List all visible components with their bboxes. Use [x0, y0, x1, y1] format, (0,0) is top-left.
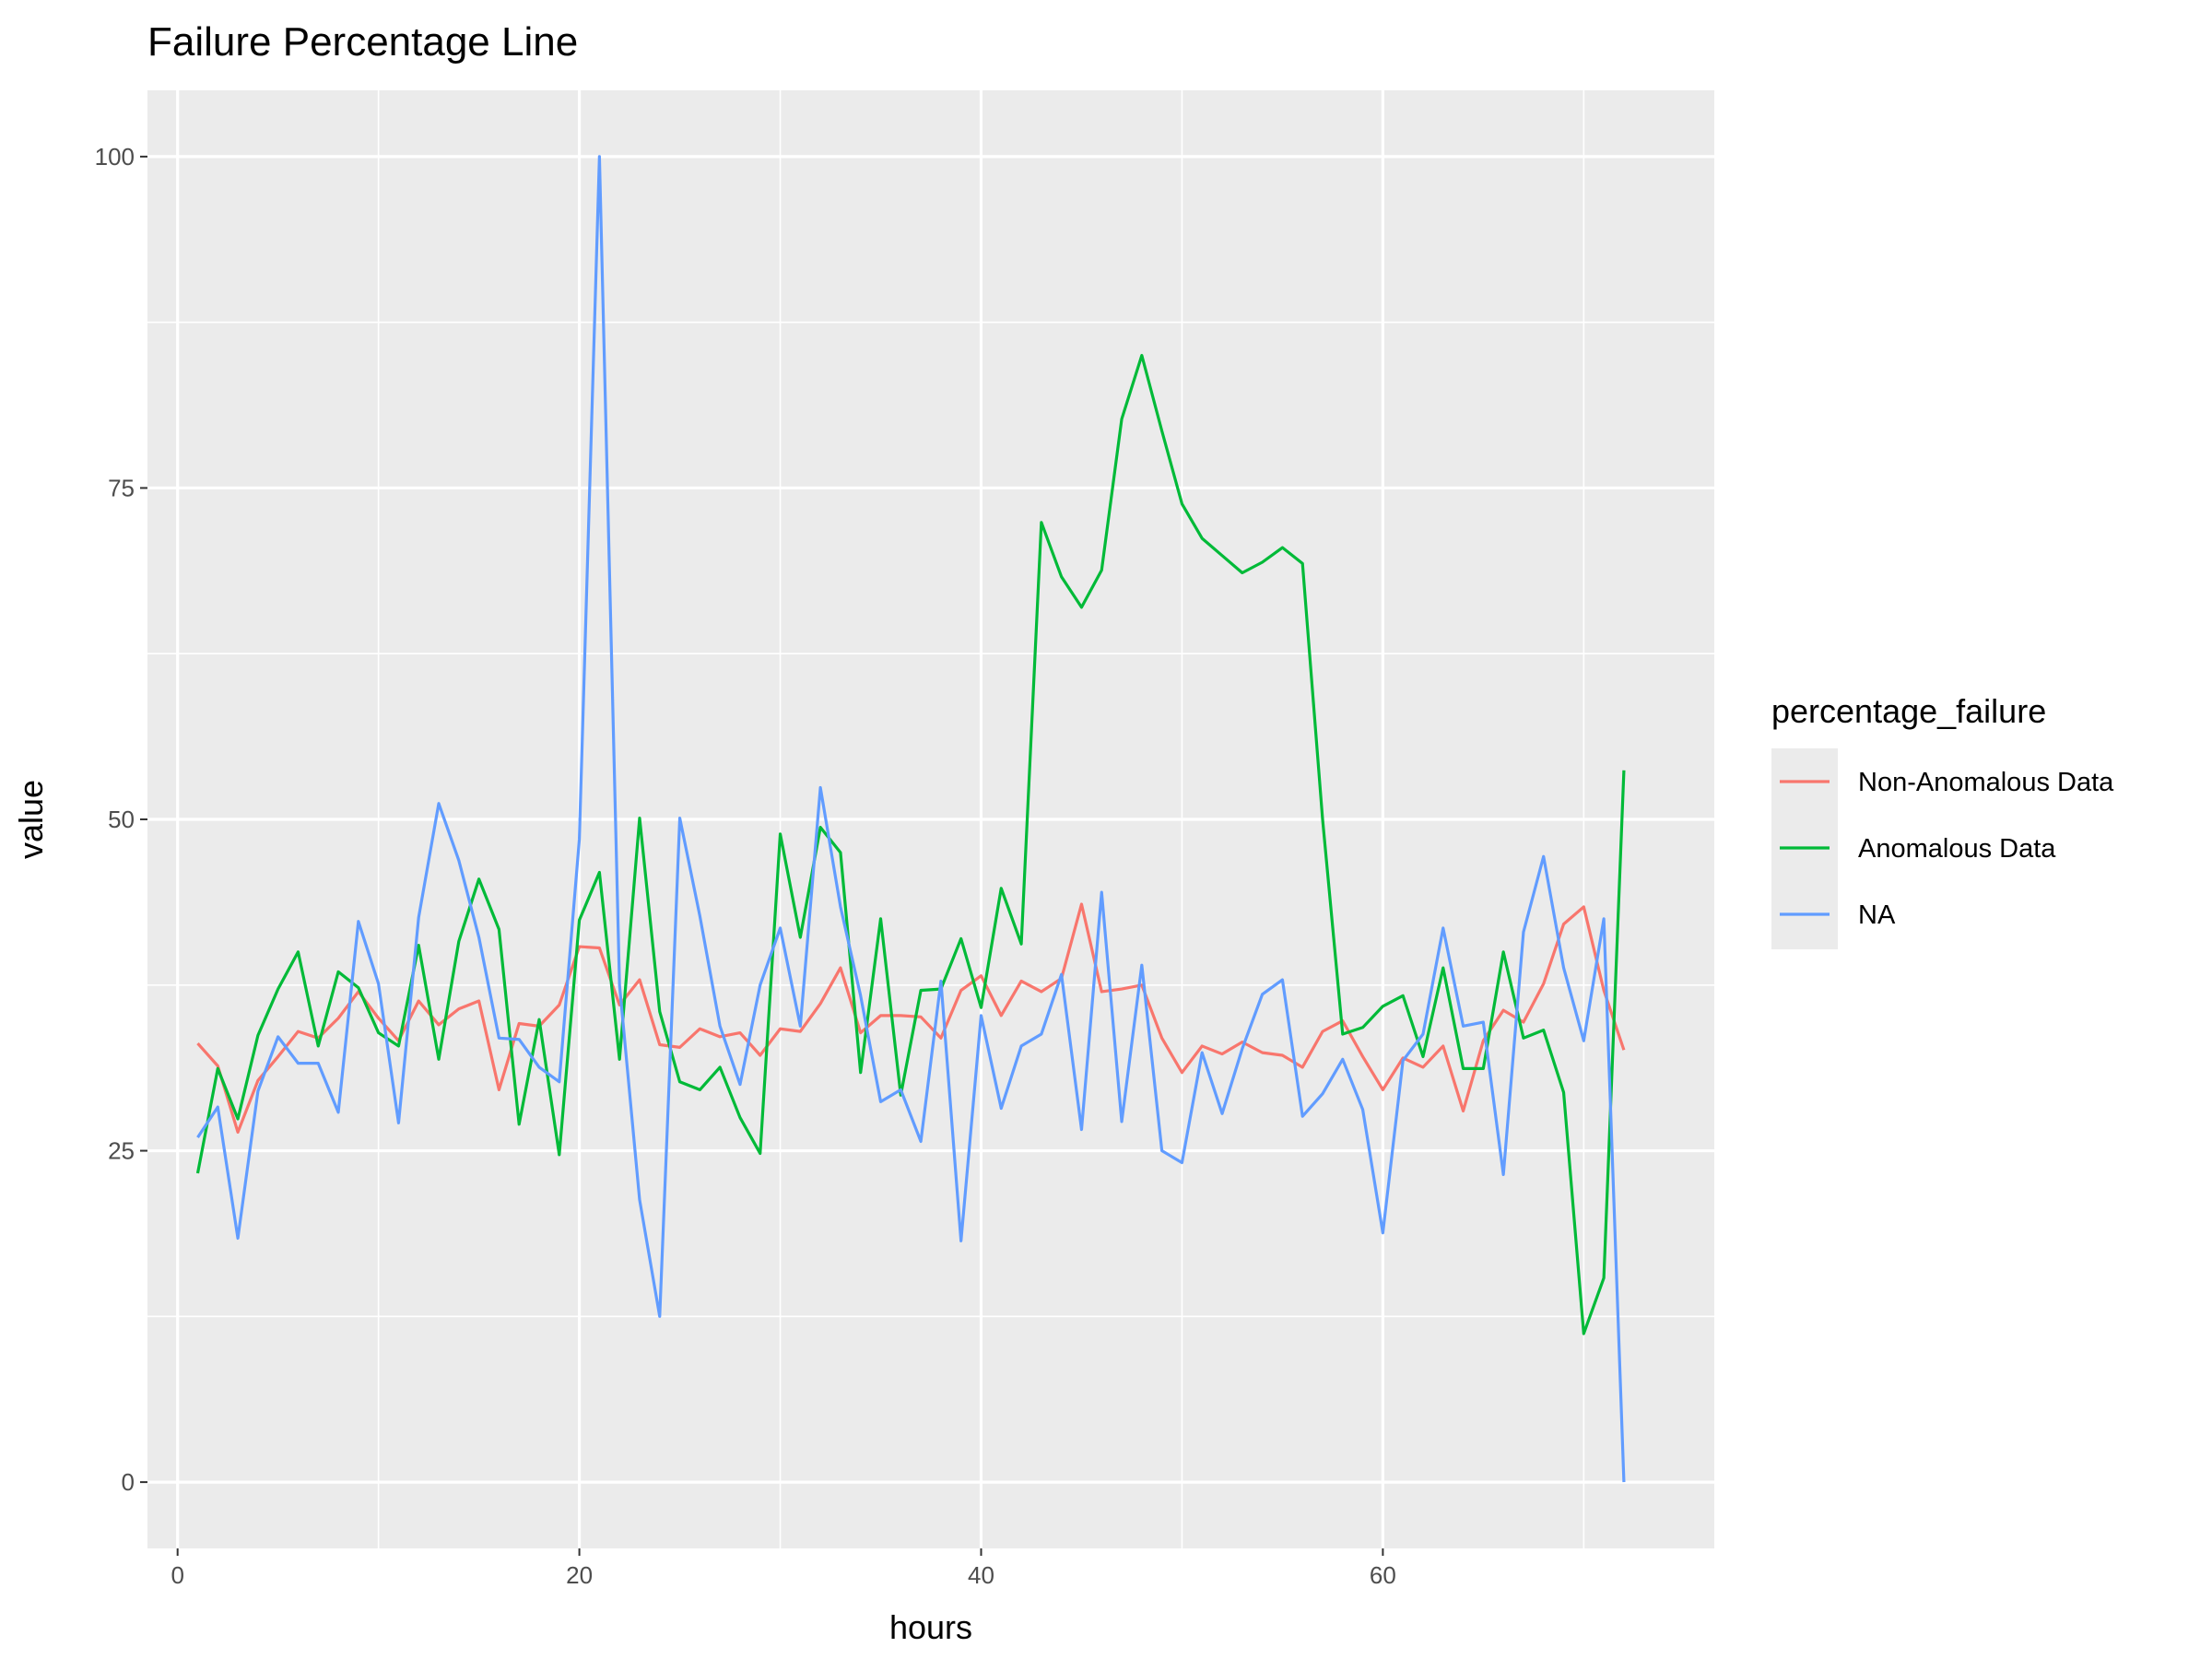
y-axis: 0 25 50 75 100 — [95, 143, 147, 1496]
legend-label: NA — [1858, 900, 1896, 930]
x-tick-label: 20 — [566, 1561, 593, 1589]
legend: percentage_failure Non-Anomalous Data Ano… — [1771, 692, 2114, 949]
y-tick-label: 25 — [108, 1137, 135, 1165]
x-tick-label: 40 — [968, 1561, 994, 1589]
y-tick-label: 100 — [95, 143, 135, 171]
x-tick-label: 60 — [1370, 1561, 1396, 1589]
legend-label: Non-Anomalous Data — [1858, 768, 2114, 797]
series-line-anomalous-data — [195, 354, 1626, 1335]
y-tick-label: 0 — [122, 1468, 135, 1496]
y-tick-label: 50 — [108, 806, 135, 833]
legend-title: percentage_failure — [1771, 692, 2046, 730]
x-axis: 0 20 40 60 — [171, 1548, 1396, 1589]
y-axis-title: value — [12, 780, 50, 859]
legend-label: Anomalous Data — [1858, 834, 2056, 864]
x-tick-label: 0 — [171, 1561, 183, 1589]
chart-title: Failure Percentage Line — [147, 19, 578, 65]
series-line-na — [196, 155, 1626, 1483]
x-axis-title: hours — [889, 1608, 972, 1646]
legend-items: Non-Anomalous Data Anomalous Data NA — [1780, 768, 2114, 930]
y-tick-label: 75 — [108, 474, 135, 501]
series-lines — [195, 155, 1626, 1483]
series-line-non-anomalous-data — [196, 902, 1626, 1135]
